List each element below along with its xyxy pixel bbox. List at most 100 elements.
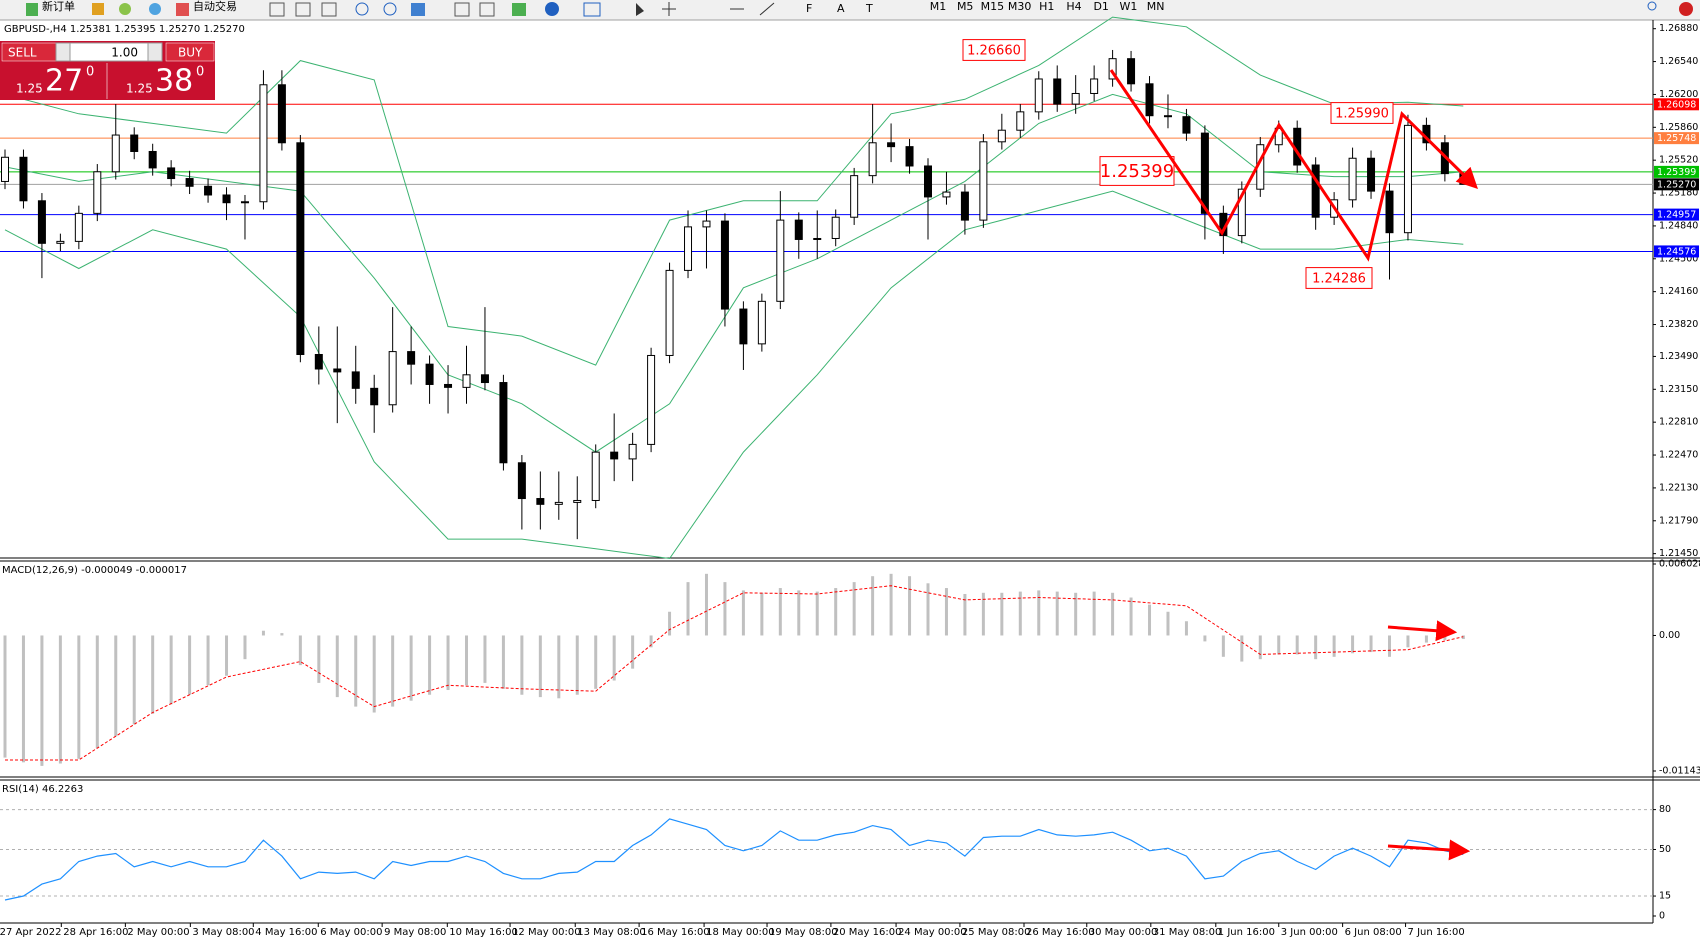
buy-button[interactable]	[165, 42, 215, 62]
x-tick-label: 18 May 00:00	[706, 927, 775, 938]
new-order[interactable]: 新订单	[42, 0, 75, 13]
lot-field[interactable]	[55, 42, 163, 62]
ask-big[interactable]: 38	[155, 64, 193, 99]
icon[interactable]	[454, 2, 470, 17]
bid-big[interactable]: 27	[45, 64, 83, 99]
macd-bar	[557, 635, 561, 699]
rsi-line	[4, 818, 1464, 901]
timeframe[interactable]: H4	[1066, 0, 1081, 13]
y-tick-label: 1.21790	[1659, 515, 1698, 526]
label-icon[interactable]: T	[865, 2, 873, 15]
y-tick-label: 0	[1659, 911, 1665, 922]
lot-down[interactable]	[55, 42, 71, 62]
bid-prefix[interactable]: 1.25	[16, 82, 43, 96]
macd-bar	[1000, 592, 1004, 636]
icon[interactable]	[411, 3, 425, 16]
candle-body	[314, 353, 323, 370]
x-tick-label: 31 May 08:00	[1153, 927, 1222, 938]
macd-bar	[704, 573, 708, 636]
icon[interactable]	[295, 2, 311, 17]
macd-bar	[21, 635, 25, 763]
candle-body	[1237, 188, 1246, 237]
timeframe[interactable]: M30	[1008, 0, 1032, 13]
macd-bar	[1074, 592, 1078, 636]
timeframe[interactable]: H1	[1039, 0, 1054, 13]
candle-body	[960, 191, 969, 221]
icon[interactable]	[512, 3, 526, 16]
drawn-arrows	[1109, 69, 1478, 861]
lot-up[interactable]	[147, 42, 163, 62]
y-tick-label: 80	[1659, 804, 1671, 815]
macd-bar	[926, 583, 930, 636]
timeframe[interactable]: MN	[1147, 0, 1165, 13]
timeframe[interactable]: M15	[981, 0, 1005, 13]
macd-bar	[261, 630, 265, 636]
auto-trade[interactable]: 自动交易	[193, 0, 237, 13]
candle-body	[887, 142, 896, 148]
timeframe[interactable]: M1	[930, 0, 947, 13]
auto-trade-icon[interactable]	[176, 3, 189, 16]
account-icon[interactable]	[1679, 2, 1693, 16]
icon[interactable]	[149, 3, 161, 15]
icon[interactable]	[321, 2, 337, 17]
sell-label[interactable]: SELL	[8, 46, 37, 60]
crosshair-icon[interactable]	[662, 2, 676, 16]
icon[interactable]	[545, 2, 559, 16]
candle-body	[1367, 157, 1376, 192]
candle-body	[388, 351, 397, 406]
ask-prefix[interactable]: 1.25	[126, 82, 153, 96]
candle-body	[868, 142, 877, 177]
y-tick-label: 1.22470	[1659, 450, 1698, 461]
x-tick-label: 30 May 00:00	[1089, 927, 1158, 938]
search-icon[interactable]	[1647, 1, 1657, 11]
lot-value[interactable]: 1.00	[111, 46, 138, 60]
candle-body	[130, 134, 139, 152]
macd-bar	[114, 635, 118, 737]
x-tick-label: 25 May 08:00	[962, 927, 1031, 938]
macd-bar	[483, 635, 487, 683]
icon[interactable]	[269, 2, 285, 17]
macd-bar	[723, 582, 727, 636]
level-tag-label: 1.25270	[1657, 179, 1696, 190]
timeframe[interactable]: W1	[1119, 0, 1137, 13]
annotation-box	[962, 39, 1026, 61]
buy-label[interactable]: BUY	[178, 46, 203, 60]
macd-bar	[1111, 592, 1115, 636]
new-order-icon[interactable]	[26, 3, 38, 16]
text-icon[interactable]: A	[837, 2, 845, 15]
macd-bar	[797, 590, 801, 636]
icon[interactable]	[119, 3, 131, 15]
icon[interactable]	[355, 2, 369, 16]
level-tag	[1654, 132, 1699, 145]
candle-body	[1108, 58, 1117, 80]
fib-icon[interactable]: F	[806, 2, 812, 15]
x-tick-label: 24 May 00:00	[898, 927, 967, 938]
cursor-icon[interactable]	[636, 3, 644, 16]
y-tick-label: 1.26200	[1659, 89, 1698, 100]
y-tick-label: 1.22130	[1659, 482, 1698, 493]
ask-sup[interactable]: 0	[196, 65, 204, 80]
candle-body	[185, 178, 194, 187]
icon[interactable]	[583, 2, 601, 17]
timeframe[interactable]: D1	[1093, 0, 1108, 13]
macd-bar	[1461, 635, 1465, 640]
macd-bar	[151, 635, 155, 714]
timeframe[interactable]: M5	[957, 0, 974, 13]
candle-body	[425, 363, 434, 385]
bid-sup[interactable]: 0	[86, 65, 94, 80]
icon[interactable]	[479, 2, 495, 17]
candle-body	[517, 462, 526, 500]
candle-body	[702, 220, 711, 228]
icon[interactable]	[92, 3, 104, 15]
icon[interactable]	[383, 2, 397, 16]
macd-bar	[3, 635, 7, 758]
candle-body	[720, 220, 729, 310]
plots: 1.268801.265401.262001.258601.255201.251…	[0, 16, 1700, 938]
x-tick-label: 12 May 00:00	[512, 927, 581, 938]
candle-body	[665, 269, 674, 356]
level-tag	[1654, 165, 1699, 178]
y-tick-label: 50	[1659, 844, 1671, 855]
line-icons[interactable]	[730, 2, 775, 16]
y-tick-label: 1.23490	[1659, 351, 1698, 362]
level-tag	[1654, 208, 1699, 221]
